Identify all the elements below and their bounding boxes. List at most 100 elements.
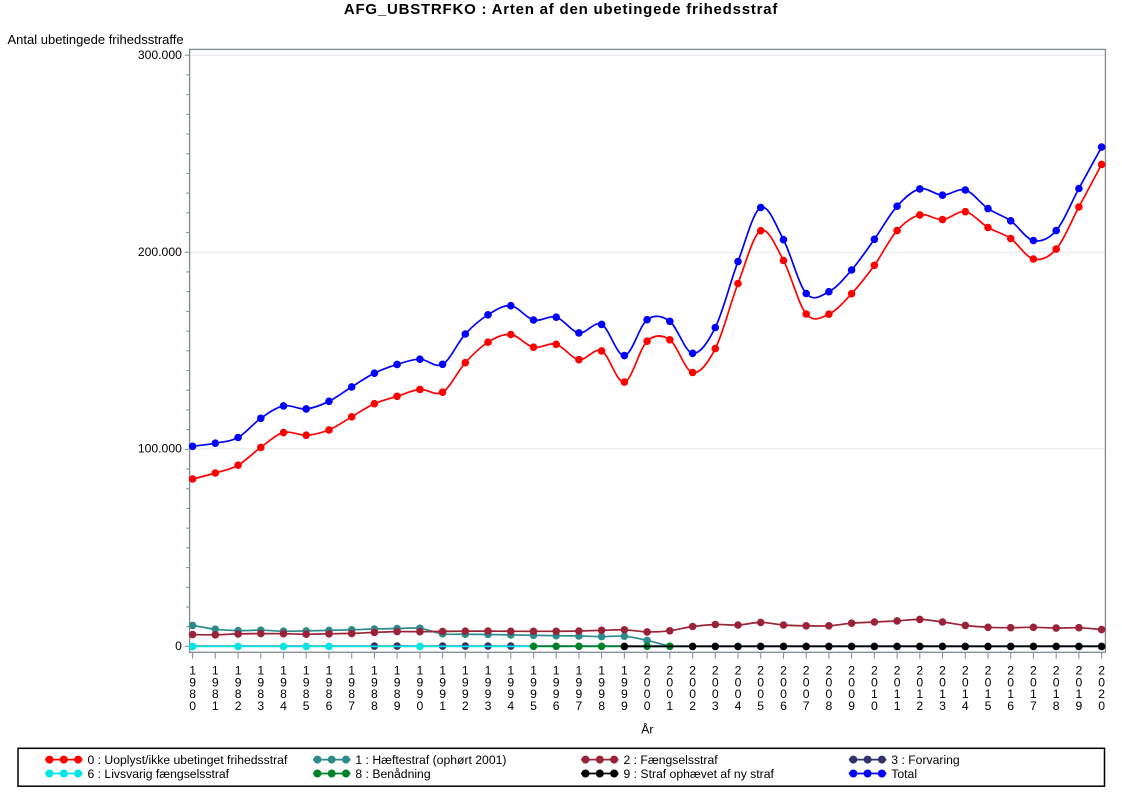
svg-text:8 : Benådning: 8 : Benådning [355, 767, 430, 781]
svg-text:0: 0 [916, 675, 923, 689]
svg-text:2 : Fængselsstraf: 2 : Fængselsstraf [624, 753, 719, 767]
svg-text:8: 8 [348, 687, 355, 701]
svg-text:1: 1 [916, 687, 923, 701]
svg-text:7: 7 [348, 699, 355, 713]
svg-text:9: 9 [485, 687, 492, 701]
svg-text:0: 0 [644, 699, 651, 713]
svg-text:0: 0 [417, 699, 424, 713]
svg-text:1: 1 [371, 663, 378, 677]
svg-text:9: 9 [507, 675, 514, 689]
svg-text:0: 0 [962, 675, 969, 689]
svg-text:9: 9 [621, 687, 628, 701]
svg-text:9: 9 [394, 699, 401, 713]
svg-text:9: 9 [553, 687, 560, 701]
svg-text:2: 2 [916, 663, 923, 677]
svg-text:1: 1 [235, 663, 242, 677]
svg-text:0: 0 [1098, 699, 1105, 713]
svg-text:1: 1 [621, 663, 628, 677]
svg-text:3: 3 [939, 699, 946, 713]
svg-text:0: 0 [871, 675, 878, 689]
svg-text:9: 9 [326, 675, 333, 689]
svg-text:2: 2 [985, 663, 992, 677]
svg-text:9: 9 [439, 687, 446, 701]
svg-text:200.000: 200.000 [138, 245, 182, 259]
svg-text:2: 2 [894, 663, 901, 677]
svg-text:4: 4 [735, 699, 742, 713]
svg-text:1: 1 [553, 663, 560, 677]
svg-text:AFG_UBSTRFKO : Arten af den ub: AFG_UBSTRFKO : Arten af den ubetingede f… [344, 1, 778, 18]
svg-text:9: 9 [348, 675, 355, 689]
svg-text:0: 0 [689, 687, 696, 701]
svg-text:1: 1 [1030, 687, 1037, 701]
svg-text:0: 0 [1007, 675, 1014, 689]
svg-text:1: 1 [326, 663, 333, 677]
svg-text:6: 6 [780, 699, 787, 713]
svg-text:2: 2 [1098, 663, 1105, 677]
svg-text:1: 1 [894, 687, 901, 701]
svg-text:8: 8 [212, 687, 219, 701]
svg-text:4: 4 [507, 699, 514, 713]
svg-text:2: 2 [1030, 663, 1037, 677]
svg-text:7: 7 [803, 699, 810, 713]
svg-text:3 : Forvaring: 3 : Forvaring [891, 753, 959, 767]
svg-text:0: 0 [848, 675, 855, 689]
svg-text:9: 9 [280, 675, 287, 689]
svg-text:0: 0 [757, 687, 764, 701]
svg-text:2: 2 [962, 663, 969, 677]
svg-text:0: 0 [803, 675, 810, 689]
svg-text:9: 9 [417, 687, 424, 701]
svg-text:0: 0 [985, 675, 992, 689]
svg-text:1: 1 [1076, 687, 1083, 701]
svg-text:9: 9 [439, 675, 446, 689]
svg-text:9: 9 [576, 687, 583, 701]
svg-text:6: 6 [553, 699, 560, 713]
svg-text:2: 2 [1053, 663, 1060, 677]
svg-text:1: 1 [985, 687, 992, 701]
svg-text:9: 9 [212, 675, 219, 689]
svg-text:1: 1 [280, 663, 287, 677]
svg-text:5: 5 [530, 699, 537, 713]
svg-text:1: 1 [576, 663, 583, 677]
svg-text:0: 0 [757, 675, 764, 689]
svg-text:0: 0 [826, 675, 833, 689]
svg-text:2: 2 [803, 663, 810, 677]
svg-text:0: 0 [712, 687, 719, 701]
svg-text:1: 1 [417, 663, 424, 677]
svg-text:2: 2 [826, 663, 833, 677]
svg-text:2: 2 [780, 663, 787, 677]
svg-text:0: 0 [894, 675, 901, 689]
svg-text:9: 9 [257, 675, 264, 689]
svg-text:0: 0 [1053, 675, 1060, 689]
svg-text:0: 0 [175, 639, 182, 653]
svg-text:2: 2 [462, 699, 469, 713]
svg-text:0: 0 [189, 699, 196, 713]
svg-text:1: 1 [666, 699, 673, 713]
svg-text:0: 0 [780, 687, 787, 701]
svg-text:6: 6 [326, 699, 333, 713]
svg-text:9 : Straf ophævet af ny straf: 9 : Straf ophævet af ny straf [624, 767, 775, 781]
svg-text:9: 9 [598, 687, 605, 701]
svg-text:2: 2 [916, 699, 923, 713]
svg-text:9: 9 [189, 675, 196, 689]
svg-text:9: 9 [235, 675, 242, 689]
svg-text:7: 7 [576, 699, 583, 713]
svg-text:7: 7 [1030, 699, 1037, 713]
svg-text:0: 0 [1076, 675, 1083, 689]
svg-text:9: 9 [303, 675, 310, 689]
svg-text:1: 1 [212, 699, 219, 713]
svg-text:9: 9 [462, 687, 469, 701]
svg-text:0: 0 [644, 675, 651, 689]
svg-text:0: 0 [848, 687, 855, 701]
svg-text:0: 0 [1030, 675, 1037, 689]
svg-text:5: 5 [303, 699, 310, 713]
svg-text:0: 0 [689, 675, 696, 689]
svg-text:9: 9 [576, 675, 583, 689]
svg-text:0: 0 [1098, 675, 1105, 689]
svg-text:2: 2 [939, 663, 946, 677]
svg-text:År: År [641, 722, 653, 737]
svg-text:8: 8 [826, 699, 833, 713]
svg-text:1: 1 [1053, 687, 1060, 701]
svg-text:4: 4 [962, 699, 969, 713]
svg-text:9: 9 [462, 675, 469, 689]
svg-text:8: 8 [326, 687, 333, 701]
